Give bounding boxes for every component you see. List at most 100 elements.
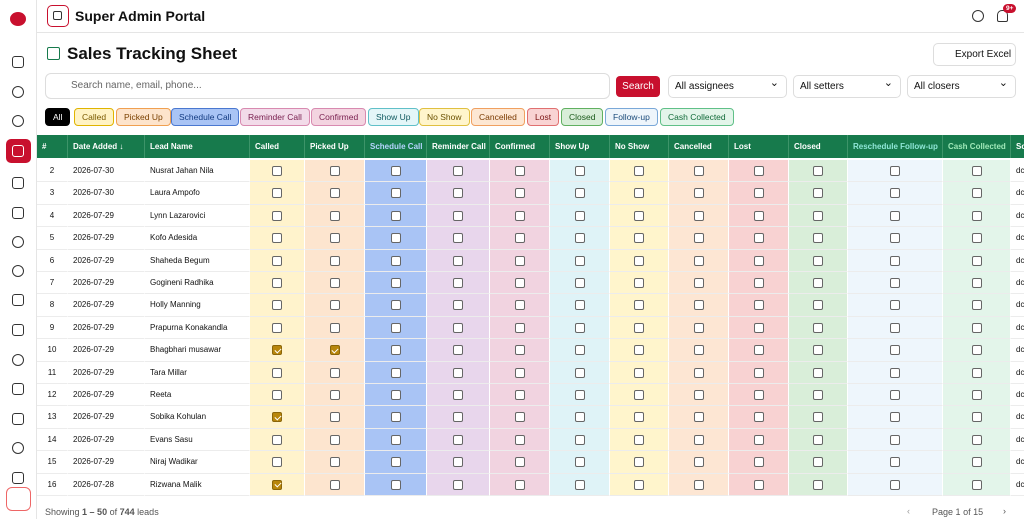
checkbox[interactable] xyxy=(574,434,585,445)
checkbox[interactable] xyxy=(390,457,401,468)
checkbox[interactable] xyxy=(453,412,463,423)
checkbox[interactable] xyxy=(813,367,823,378)
checkbox[interactable] xyxy=(272,233,282,244)
checkbox[interactable] xyxy=(971,166,982,176)
nav-icon[interactable] xyxy=(12,354,24,366)
checkbox[interactable] xyxy=(971,390,982,400)
checkbox[interactable] xyxy=(693,367,704,378)
checkbox[interactable] xyxy=(890,412,900,423)
checkbox[interactable] xyxy=(753,278,764,288)
checkbox[interactable] xyxy=(634,278,644,288)
checkbox[interactable] xyxy=(514,322,525,333)
checkbox[interactable] xyxy=(634,322,644,333)
checkbox[interactable] xyxy=(329,322,340,333)
checkbox[interactable] xyxy=(329,210,340,221)
checkbox[interactable] xyxy=(634,233,644,244)
checkbox[interactable] xyxy=(272,367,282,378)
checkbox[interactable] xyxy=(753,322,764,333)
nav-icon[interactable] xyxy=(12,86,24,98)
checkbox[interactable] xyxy=(329,457,340,468)
checkbox[interactable] xyxy=(693,188,704,199)
checkbox[interactable] xyxy=(890,166,900,176)
checkbox[interactable] xyxy=(574,345,585,356)
checkbox[interactable] xyxy=(514,412,525,423)
checkbox[interactable] xyxy=(272,412,282,423)
checkbox[interactable] xyxy=(390,300,401,311)
checkbox[interactable] xyxy=(329,390,340,400)
checkbox[interactable] xyxy=(574,322,585,333)
checkbox[interactable] xyxy=(453,390,463,400)
checkbox[interactable] xyxy=(971,278,982,288)
nav-icon[interactable] xyxy=(12,472,24,484)
checkbox[interactable] xyxy=(574,457,585,468)
checkbox[interactable] xyxy=(390,345,401,356)
checkbox[interactable] xyxy=(890,210,900,221)
checkbox[interactable] xyxy=(753,166,764,176)
checkbox[interactable] xyxy=(272,210,282,221)
checkbox[interactable] xyxy=(514,166,525,176)
checkbox[interactable] xyxy=(634,390,644,400)
checkbox[interactable] xyxy=(514,278,525,288)
checkbox[interactable] xyxy=(813,233,823,244)
checkbox[interactable] xyxy=(753,434,764,445)
checkbox[interactable] xyxy=(971,412,982,423)
nav-icon[interactable] xyxy=(12,294,24,306)
checkbox[interactable] xyxy=(453,210,463,221)
filter-dropdown[interactable]: All setters xyxy=(793,73,901,98)
checkbox[interactable] xyxy=(272,345,282,356)
filter-chip[interactable]: No Show xyxy=(419,108,470,126)
filter-dropdown[interactable]: All closers xyxy=(907,73,1016,98)
filter-chip[interactable]: Picked Up xyxy=(116,108,171,126)
checkbox[interactable] xyxy=(329,188,340,199)
checkbox[interactable] xyxy=(390,412,401,423)
checkbox[interactable] xyxy=(272,434,282,445)
nav-icon[interactable] xyxy=(12,442,24,454)
checkbox[interactable] xyxy=(971,367,982,378)
checkbox[interactable] xyxy=(753,188,764,199)
checkbox[interactable] xyxy=(813,434,823,445)
checkbox[interactable] xyxy=(514,457,525,468)
filter-chip[interactable]: Cash Collected xyxy=(660,108,734,126)
checkbox[interactable] xyxy=(813,255,823,266)
checkbox[interactable] xyxy=(453,255,463,266)
checkbox[interactable] xyxy=(693,479,704,490)
checkbox[interactable] xyxy=(514,479,525,490)
checkbox[interactable] xyxy=(390,255,401,266)
checkbox[interactable] xyxy=(329,255,340,266)
checkbox[interactable] xyxy=(329,434,340,445)
checkbox[interactable] xyxy=(453,188,463,199)
checkbox[interactable] xyxy=(753,255,764,266)
filter-chip[interactable]: All xyxy=(45,108,71,126)
checkbox[interactable] xyxy=(272,390,282,400)
checkbox[interactable] xyxy=(813,345,823,356)
checkbox[interactable] xyxy=(272,166,282,176)
checkbox[interactable] xyxy=(753,479,764,490)
checkbox[interactable] xyxy=(753,345,764,356)
checkbox[interactable] xyxy=(813,278,823,288)
checkbox[interactable] xyxy=(813,390,823,400)
checkbox[interactable] xyxy=(574,479,585,490)
nav-icon[interactable] xyxy=(12,236,24,248)
checkbox[interactable] xyxy=(453,457,463,468)
checkbox[interactable] xyxy=(329,412,340,423)
checkbox[interactable] xyxy=(390,278,401,288)
nav-icon[interactable] xyxy=(12,413,24,425)
checkbox[interactable] xyxy=(329,300,340,311)
checkbox[interactable] xyxy=(813,412,823,423)
filter-dropdown[interactable]: All assignees xyxy=(668,73,787,98)
checkbox[interactable] xyxy=(813,479,823,490)
checkbox[interactable] xyxy=(693,434,704,445)
checkbox[interactable] xyxy=(693,457,704,468)
checkbox[interactable] xyxy=(453,367,463,378)
filter-chip[interactable]: Schedule Call xyxy=(171,108,240,126)
checkbox[interactable] xyxy=(971,434,982,445)
checkbox[interactable] xyxy=(272,322,282,333)
checkbox[interactable] xyxy=(329,233,340,244)
checkbox[interactable] xyxy=(390,390,401,400)
checkbox[interactable] xyxy=(634,345,644,356)
checkbox[interactable] xyxy=(813,322,823,333)
checkbox[interactable] xyxy=(693,166,704,176)
checkbox[interactable] xyxy=(634,300,644,311)
checkbox[interactable] xyxy=(453,322,463,333)
checkbox[interactable] xyxy=(272,479,282,490)
